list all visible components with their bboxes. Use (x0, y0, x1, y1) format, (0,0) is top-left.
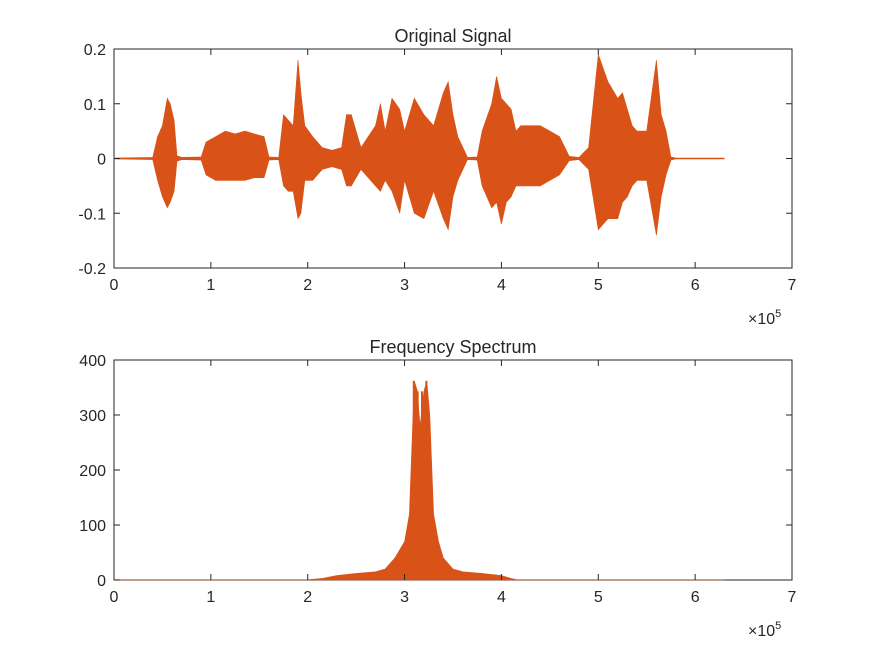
x-tick-label: 2 (303, 589, 312, 606)
axis-ticks: 0 1 2 3 4 5 6 7 -0.2 -0.1 0 0.1 0.2 (78, 42, 796, 294)
x-tick-label: 6 (691, 589, 700, 606)
x-tick-label: 7 (788, 589, 797, 606)
x-exponent-base: ×10 (748, 623, 775, 640)
spectrum-peaks (412, 380, 428, 580)
x-tick-label: 0 (110, 277, 119, 294)
y-tick-label: 0 (97, 573, 106, 590)
x-exponent-label: ×105 (748, 620, 781, 640)
x-tick-label: 0 (110, 589, 119, 606)
x-tick-label: 6 (691, 277, 700, 294)
x-tick-label: 5 (594, 277, 603, 294)
y-tick-label: 400 (79, 353, 106, 370)
y-tick-label: 0.1 (84, 97, 106, 114)
x-tick-label: 7 (788, 277, 797, 294)
signal-waveform (113, 54, 725, 236)
chart-title: Frequency Spectrum (369, 337, 536, 357)
x-exponent-power: 5 (775, 308, 781, 320)
y-tick-label: 300 (79, 408, 106, 425)
x-tick-label: 1 (206, 589, 215, 606)
x-exponent-base: ×10 (748, 311, 775, 328)
y-tick-label: -0.1 (78, 206, 106, 223)
y-tick-label: -0.2 (78, 261, 106, 278)
y-tick-label: 0 (97, 152, 106, 169)
x-tick-label: 4 (497, 589, 506, 606)
y-tick-label: 200 (79, 463, 106, 480)
x-tick-label: 3 (400, 589, 409, 606)
y-tick-label: 0.2 (84, 42, 106, 59)
axis-ticks: 0 1 2 3 4 5 6 7 0 100 200 300 400 (79, 353, 796, 606)
chart-title: Original Signal (394, 26, 511, 46)
x-tick-label: 2 (303, 277, 312, 294)
x-tick-label: 5 (594, 589, 603, 606)
subplot-frequency-spectrum: Frequency Spectrum 0 1 2 3 4 5 6 7 0 100 200 300 400… (79, 337, 796, 640)
axes-box (113, 359, 793, 581)
x-tick-label: 3 (400, 277, 409, 294)
x-tick-label: 1 (206, 277, 215, 294)
x-exponent-label: ×105 (748, 308, 781, 328)
y-tick-label: 100 (79, 518, 106, 535)
subplot-original-signal: Original Signal 0 1 2 3 4 5 6 7-0.2-0.100.10.2 … (78, 26, 796, 328)
spectrum-line (113, 380, 725, 581)
x-tick-label: 4 (497, 277, 506, 294)
x-exponent-power: 5 (775, 620, 781, 632)
